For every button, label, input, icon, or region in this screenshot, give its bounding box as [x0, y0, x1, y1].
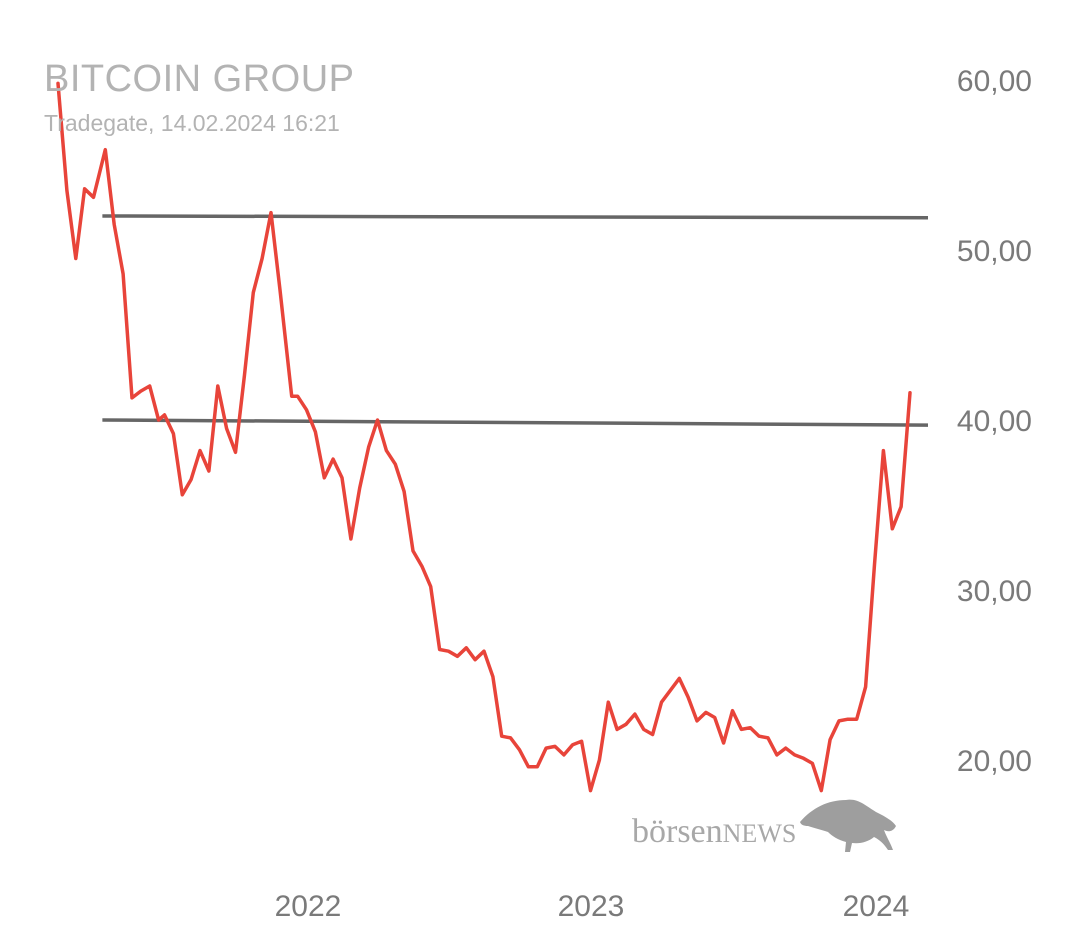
price-line-series-1: [56, 81, 912, 793]
chart-subtitle: Tradegate, 14.02.2024 16:21: [44, 110, 340, 136]
bull-icon: [800, 799, 896, 852]
y-tick-label: 30,00: [957, 575, 1032, 608]
watermark: börsenNEWS: [632, 799, 896, 852]
watermark-text: börsenNEWS: [632, 813, 796, 850]
chart-title: BITCOIN GROUP: [44, 58, 355, 100]
y-tick-label: 20,00: [957, 745, 1032, 778]
y-tick-label: 60,00: [957, 65, 1032, 98]
y-tick-label: 40,00: [957, 405, 1032, 438]
x-tick-label: 2024: [843, 890, 910, 923]
x-tick-label: 2022: [275, 890, 342, 923]
y-tick-label: 50,00: [957, 235, 1032, 268]
x-tick-label: 2023: [558, 890, 625, 923]
reference-line-1: [102, 214, 929, 220]
